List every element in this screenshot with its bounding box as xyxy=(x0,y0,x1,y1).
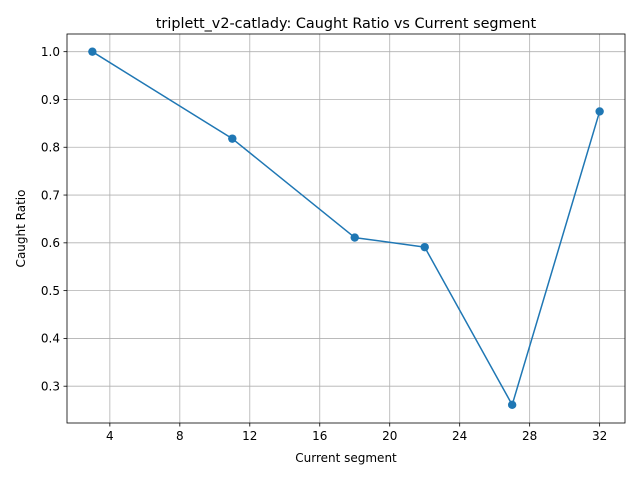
chart-title: triplett_v2-catlady: Caught Ratio vs Cur… xyxy=(156,16,537,32)
x-tick-label: 16 xyxy=(312,429,327,443)
data-series xyxy=(88,47,604,410)
data-point xyxy=(88,47,97,56)
y-tick-label: 0.3 xyxy=(41,380,60,394)
axis-ticks: 4 8 12 16 20 24 28 32 0.3 0.4 0.5 0.6 0.7 0.8 0.9 1.0 xyxy=(41,45,607,443)
y-axis-label: Caught Ratio xyxy=(14,190,28,268)
x-tick-label: 12 xyxy=(242,429,257,443)
y-tick-label: 0.6 xyxy=(41,236,60,250)
plot-area-frame xyxy=(66,33,626,424)
data-point xyxy=(595,107,604,116)
x-tick-label: 32 xyxy=(592,429,607,443)
x-tick-label: 8 xyxy=(176,429,184,443)
series-line xyxy=(91,51,601,406)
data-point xyxy=(507,400,517,410)
x-tick-label: 24 xyxy=(452,429,467,443)
y-tick-label: 1.0 xyxy=(41,45,60,59)
y-tick-label: 0.8 xyxy=(41,141,60,155)
data-point xyxy=(350,233,359,242)
y-tick-label: 0.4 xyxy=(41,332,60,346)
x-tick-label: 4 xyxy=(106,429,114,443)
x-tick-label: 28 xyxy=(522,429,537,443)
y-tick-label: 0.7 xyxy=(41,188,60,202)
y-tick-label: 0.9 xyxy=(41,93,60,107)
x-axis-label: Current segment xyxy=(295,451,397,465)
y-tick-label: 0.5 xyxy=(41,284,60,298)
x-tick-label: 20 xyxy=(382,429,397,443)
data-point xyxy=(420,242,429,252)
data-point xyxy=(228,134,237,143)
